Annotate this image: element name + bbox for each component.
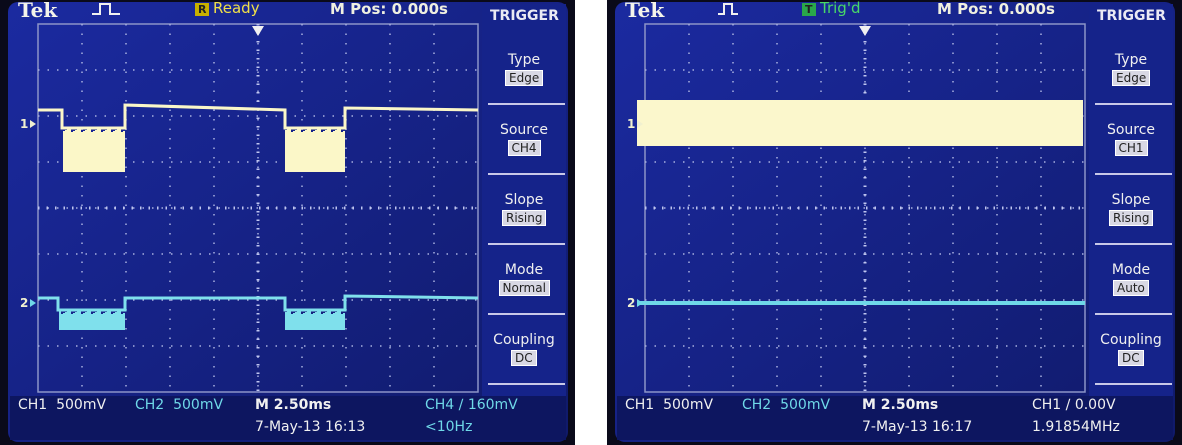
trigger-level: CH1 ∕ 0.00V	[1032, 397, 1116, 413]
brand: Tek	[625, 0, 664, 22]
menu-value: Rising	[1109, 210, 1153, 226]
menu-value: Rising	[502, 210, 546, 226]
menu-title: TRIGGER	[490, 8, 559, 24]
page: Tek R Ready M Pos: 0.000s TRIGGER Type Edge Sou…	[0, 0, 1182, 445]
menu-value: CH1	[1115, 140, 1148, 156]
menu-value: Edge	[505, 70, 543, 86]
menu-value: DC	[511, 350, 537, 366]
ch2-marker: 2	[627, 296, 635, 310]
menu-label: Coupling	[484, 332, 564, 348]
status: Trig'd	[820, 0, 860, 17]
frequency: 1.91854MHz	[1032, 419, 1120, 435]
timebase: M 2.50ms	[255, 397, 331, 413]
date: 7-May-13 16:13	[255, 419, 365, 435]
menu-label: Slope	[484, 192, 564, 208]
ch1-scale: CH1 500mV	[18, 397, 106, 413]
menu-label: Mode	[1091, 262, 1171, 278]
menu-label: Mode	[484, 262, 564, 278]
menu-label: Type	[484, 52, 564, 68]
menu-value: Normal	[499, 280, 550, 296]
menu-label: Source	[484, 122, 564, 138]
ch2-scale: CH2 500mV	[135, 397, 223, 413]
menu-label: Type	[1091, 52, 1171, 68]
frequency: <10Hz	[425, 419, 472, 435]
status: Ready	[213, 0, 260, 17]
oscilloscope-screen: Tek R Ready M Pos: 0.000s TRIGGER Type Edge Sou…	[0, 0, 575, 445]
ch1-scale: CH1 500mV	[625, 397, 713, 413]
status-icon: T	[802, 3, 816, 16]
menu-value: DC	[1118, 350, 1144, 366]
oscilloscope-screen: Tek T Trig'd M Pos: 0.000s TRIGGER Type Edge So…	[607, 0, 1182, 445]
menu-label: Source	[1091, 122, 1171, 138]
trigger-level: CH4 ∕ 160mV	[425, 397, 518, 413]
position: M Pos: 0.000s	[937, 0, 1055, 18]
menu-title: TRIGGER	[1097, 8, 1166, 24]
position: M Pos: 0.000s	[330, 0, 448, 18]
menu-value: CH4	[508, 140, 541, 156]
menu-label: Slope	[1091, 192, 1171, 208]
date: 7-May-13 16:17	[862, 419, 972, 435]
ch1-marker: 1	[20, 117, 28, 131]
status-icon: R	[195, 3, 209, 16]
menu-label: Coupling	[1091, 332, 1171, 348]
timebase: M 2.50ms	[862, 397, 938, 413]
ch1-band	[637, 100, 1083, 146]
ch2-scale: CH2 500mV	[742, 397, 830, 413]
menu-value: Edge	[1112, 70, 1150, 86]
ch2-marker: 2	[20, 296, 28, 310]
brand: Tek	[18, 0, 57, 22]
menu-value: Auto	[1113, 280, 1149, 296]
ch1-marker: 1	[627, 117, 635, 131]
